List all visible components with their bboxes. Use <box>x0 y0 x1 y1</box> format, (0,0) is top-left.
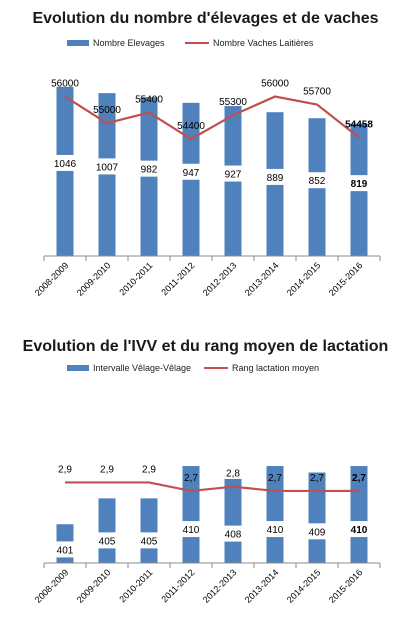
bar-label-bg <box>344 521 374 538</box>
x-tick-label: 2015-2016 <box>327 567 365 605</box>
line-value-label: 55400 <box>135 95 163 106</box>
bar-value-label: 947 <box>183 168 200 179</box>
legend-swatch-bar <box>67 365 89 371</box>
bar-value-label: 1007 <box>96 162 119 173</box>
bar-value-label: 401 <box>57 545 74 556</box>
x-tick-label: 2011-2012 <box>159 567 196 604</box>
line-value-label: 55300 <box>219 97 247 108</box>
bar-label-bg <box>218 165 248 182</box>
x-tick-label: 2015-2016 <box>327 260 365 298</box>
bar-label-bg <box>50 154 80 171</box>
x-tick-label: 2013-2014 <box>243 260 281 298</box>
x-tick-label: 2014-2015 <box>285 567 323 605</box>
bar-value-label: 852 <box>309 176 326 187</box>
line-value-label: 2,7 <box>352 473 366 484</box>
line-value-label: 54458 <box>345 120 373 131</box>
bar-value-label: 410 <box>351 525 368 536</box>
x-tick-label: 2013-2014 <box>243 567 281 605</box>
x-tick-label: 2012-2013 <box>201 260 239 298</box>
chart-plot: 401 405 405 410 408 410 409 410 2,9 2,9 2,9 2,7 2,8 2… <box>33 464 381 605</box>
line-value-label: 2,8 <box>226 469 240 480</box>
bar <box>98 498 116 563</box>
legend-label: Nombre Elevages <box>93 38 165 48</box>
x-tick-label: 2010-2011 <box>117 567 154 604</box>
legend-item-line: Rang lactation moyen <box>204 363 319 373</box>
bar-label-bg <box>176 163 206 180</box>
line-value-label: 55700 <box>303 87 331 98</box>
line-value-label: 55000 <box>93 105 121 116</box>
x-tick-label: 2014-2015 <box>285 260 323 298</box>
bar-label-bg <box>302 172 332 189</box>
bar-label-bg <box>344 175 374 192</box>
line-value-label: 2,7 <box>184 473 198 484</box>
legend-item-bars: Nombre Elevages <box>67 38 165 48</box>
bar-value-label: 410 <box>183 525 200 536</box>
bar <box>308 472 326 563</box>
bar-label-bg <box>50 541 80 558</box>
bar-label-bg <box>176 521 206 538</box>
bar-label-bg <box>92 158 122 175</box>
bar <box>98 93 116 256</box>
bar <box>140 498 158 563</box>
bar-value-label: 408 <box>225 530 242 541</box>
x-tick-label: 2009-2010 <box>75 567 113 605</box>
bar-value-label: 819 <box>351 179 368 190</box>
line-value-label: 2,9 <box>58 464 72 475</box>
bar-label-bg <box>260 521 290 538</box>
chart-elevages-vaches: Evolution du nombre d'élevages et de vac… <box>32 10 381 298</box>
chart-title: Evolution du nombre d'élevages et de vac… <box>32 10 379 27</box>
chart-ivv-rang: Evolution de l'IVV et du rang moyen de l… <box>0 330 411 619</box>
line-value-label: 2,7 <box>268 473 282 484</box>
chart-plot: 1046 1007 982 947 927 889 852 819 56000 55000 5540… <box>33 79 381 298</box>
x-tick-label: 2012-2013 <box>201 567 239 605</box>
bar-value-label: 410 <box>267 525 284 536</box>
bar-value-label: 1046 <box>54 159 77 170</box>
legend-item-bars: Intervalle Vêlage-Vêlage <box>67 363 191 373</box>
bar-label-bg <box>218 525 248 542</box>
bar-value-label: 405 <box>141 536 158 547</box>
line-value-label: 56000 <box>261 79 289 90</box>
bar-label-bg <box>134 532 164 549</box>
bar-label-bg <box>302 523 332 540</box>
legend-swatch-bar <box>67 40 89 46</box>
line-series <box>65 481 359 493</box>
bar-value-label: 889 <box>267 173 284 184</box>
legend-label: Rang lactation moyen <box>232 363 320 373</box>
line-value-label: 54400 <box>177 121 205 132</box>
bar-value-label: 409 <box>309 527 326 538</box>
bar-label-bg <box>260 168 290 185</box>
bar-value-label: 982 <box>141 165 158 176</box>
x-tick-label: 2011-2012 <box>159 260 196 297</box>
line-value-label: 56000 <box>51 79 79 90</box>
bar-value-label: 405 <box>99 536 116 547</box>
legend-swatch-line <box>204 367 228 369</box>
x-tick-label: 2008-2009 <box>33 260 71 298</box>
legend-swatch-line <box>185 42 209 44</box>
line-value-label: 2,9 <box>142 464 156 475</box>
line-value-label: 2,7 <box>310 473 324 484</box>
bar <box>224 478 242 563</box>
x-tick-label: 2008-2009 <box>33 567 71 605</box>
legend-label: Intervalle Vêlage-Vêlage <box>93 363 192 373</box>
legend-item-line: Nombre Vaches Laitières <box>185 38 313 48</box>
line-value-label: 2,9 <box>100 464 114 475</box>
x-tick-label: 2010-2011 <box>117 260 154 297</box>
legend-label: Nombre Vaches Laitières <box>213 38 314 48</box>
line-series <box>64 95 360 141</box>
chart-title: Evolution de l'IVV et du rang moyen de l… <box>22 338 389 355</box>
bar-label-bg <box>92 532 122 549</box>
bar <box>56 86 74 257</box>
bar-label-bg <box>134 160 164 177</box>
bar-value-label: 927 <box>225 170 242 181</box>
x-tick-label: 2009-2010 <box>75 260 113 298</box>
